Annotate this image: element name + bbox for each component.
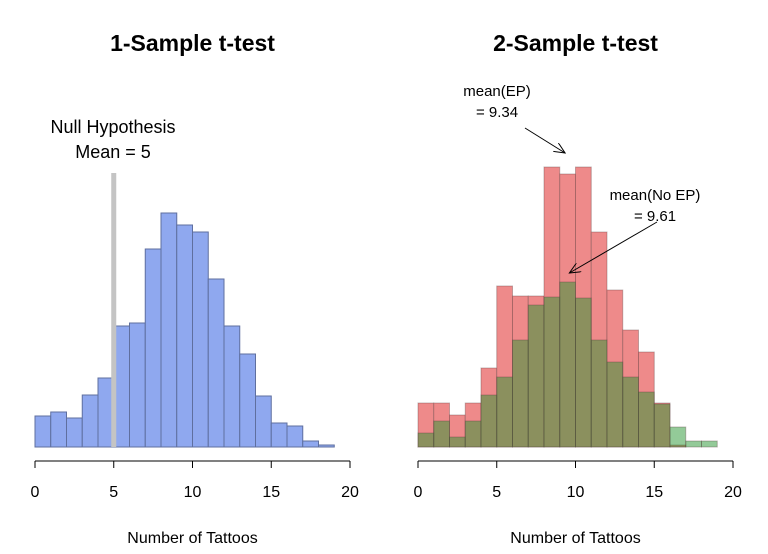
x-tick-label: 20 (724, 484, 742, 501)
chart-title: 2-Sample t-test (493, 30, 658, 56)
histogram-bar (417, 432, 435, 448)
histogram-bar (433, 420, 450, 448)
histogram-bar (464, 420, 482, 448)
histogram-bar (480, 394, 498, 448)
histogram-bar (318, 444, 335, 448)
x-tick-label: 5 (492, 484, 501, 501)
histogram-bar (286, 425, 304, 448)
histogram-bar (34, 415, 52, 448)
annotation: = 9.34 (476, 104, 518, 121)
histogram-bar (223, 325, 241, 448)
x-tick-label: 0 (414, 484, 423, 501)
annotation: mean(No EP) (610, 187, 701, 204)
histogram-bar (590, 339, 608, 448)
chart-title: 1-Sample t-test (110, 30, 275, 56)
histogram-bar (653, 403, 671, 448)
x-tick-label: 20 (341, 484, 359, 501)
histogram-bar (701, 440, 718, 448)
histogram-bar (255, 395, 272, 448)
histogram-bar (449, 436, 466, 448)
histogram-bar (81, 394, 99, 448)
histogram-bar (669, 426, 687, 448)
x-axis-label: Number of Tattoos (127, 530, 257, 547)
x-tick-label: 10 (184, 484, 202, 501)
histogram-bar (50, 411, 67, 448)
x-axis-label: Number of Tattoos (510, 530, 640, 547)
histogram-bar (685, 440, 702, 448)
histogram-bar (66, 417, 83, 448)
histogram-bar (575, 297, 592, 448)
histogram-bar (527, 304, 545, 448)
annotation-arrow (569, 221, 658, 273)
histogram-bar (207, 278, 225, 448)
histogram-bar (606, 361, 624, 448)
x-tick-label: 0 (31, 484, 40, 501)
histogram-bar (144, 248, 162, 448)
histogram-bar (176, 224, 193, 448)
annotation: Mean = 5 (75, 142, 151, 162)
histogram-bar (559, 281, 576, 448)
x-tick-label: 10 (567, 484, 585, 501)
histogram-bar (270, 422, 288, 448)
histogram-bar (512, 339, 529, 448)
annotation: = 9.61 (634, 208, 676, 225)
histogram-bar (129, 322, 146, 448)
annotation: mean(EP) (463, 83, 531, 100)
x-tick-label: 15 (262, 484, 280, 501)
histogram-bar (160, 212, 178, 448)
annotation-arrow (524, 127, 565, 153)
histogram-bar (543, 296, 561, 448)
histogram-bar (638, 391, 655, 448)
annotation: Null Hypothesis (50, 117, 175, 137)
histogram-bar (496, 376, 513, 448)
histogram-bar (302, 440, 319, 448)
histogram-bar (622, 376, 639, 448)
histogram-bar (192, 231, 209, 448)
x-tick-label: 15 (645, 484, 663, 501)
x-tick-label: 5 (109, 484, 118, 501)
histogram-bar (239, 353, 256, 448)
